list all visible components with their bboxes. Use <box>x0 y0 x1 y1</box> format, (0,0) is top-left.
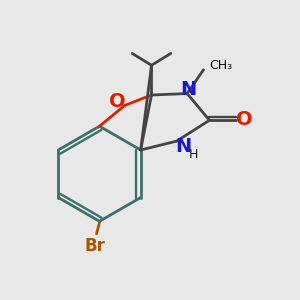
Text: Br: Br <box>85 237 106 255</box>
Text: N: N <box>181 80 197 99</box>
Text: O: O <box>236 110 253 129</box>
Text: O: O <box>109 92 126 111</box>
Text: H: H <box>188 148 198 161</box>
Text: CH₃: CH₃ <box>209 59 232 72</box>
Text: N: N <box>175 137 191 156</box>
